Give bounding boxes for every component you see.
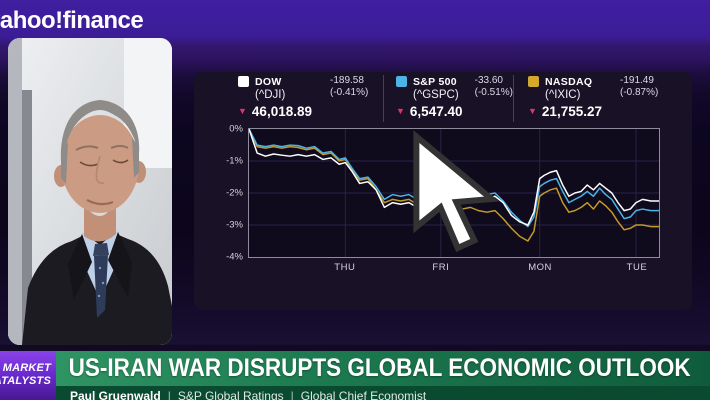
sp500-change: -33.60 (474, 75, 503, 86)
quote-nasdaq: NASDAQ (^IXIC) ▼ 21,755.27 -191.49 (-0.8… (513, 75, 658, 122)
closed-eye-right (112, 159, 129, 164)
speaker-portrait (8, 38, 172, 345)
headline-bar: US-IRAN WAR DISRUPTS GLOBAL ECONOMIC OUT… (56, 351, 710, 386)
show-badge-text: MARKET CATALYSTS (0, 362, 51, 387)
mouse-cursor-icon (413, 130, 500, 252)
dow-color-swatch (238, 76, 249, 87)
mouth (86, 199, 114, 206)
x-axis-tick: TUE (626, 262, 648, 273)
guest-title: Global Chief Economist (300, 389, 427, 400)
down-arrow-icon: ▼ (528, 105, 537, 116)
nasdaq-value: 21,755.27 (541, 103, 602, 119)
nasdaq-color-swatch (528, 76, 539, 87)
x-axis-tick: THU (334, 262, 356, 273)
sp500-symbol: (^GSPC) (413, 89, 459, 101)
y-axis-tick: -2% (226, 187, 243, 199)
guest-info-bar: Paul Gruenwald | S&P Global Ratings | Global… (56, 386, 710, 400)
y-axis-tick: 0% (229, 123, 243, 135)
lower-third: MARKET CATALYSTS US-IRAN WAR DISRUPTS GL… (0, 345, 710, 400)
y-axis-tick: -1% (226, 155, 243, 167)
speaker-video-frame[interactable] (8, 38, 172, 345)
y-axis-tick: -3% (226, 219, 243, 231)
face (61, 115, 139, 213)
x-axis: THU FRI MON TUE (248, 262, 660, 274)
sp500-value: 6,547.40 (409, 103, 463, 119)
down-arrow-icon: ▼ (396, 105, 405, 116)
quote-sp500: S&P 500 (^GSPC) ▼ 6,547.40 -33.60 (-0.51… (383, 75, 513, 122)
nasdaq-name: NASDAQ (545, 75, 593, 88)
tie-knot (93, 243, 109, 256)
dow-change-pct: (-0.41%) (330, 87, 369, 98)
x-axis-tick: FRI (432, 262, 450, 273)
dow-name: DOW (255, 75, 282, 88)
quotes-legend: DOW (^DJI) ▼ 46,018.89 -189.58 (-0.41%) (194, 72, 692, 122)
show-badge: MARKET CATALYSTS (0, 351, 56, 400)
price-chart-plot[interactable]: 0% -1% -2% -3% -4% (226, 124, 660, 263)
nasdaq-change-pct: (-0.87%) (620, 87, 659, 98)
headline: US-IRAN WAR DISRUPTS GLOBAL ECONOMIC OUT… (68, 354, 691, 382)
guest-org: S&P Global Ratings (177, 389, 284, 400)
guest-name: Paul Gruenwald (70, 389, 161, 400)
hair (60, 100, 140, 162)
yahoo-finance-logo: yahoo!finance (0, 7, 144, 34)
guest-info: Paul Gruenwald | S&P Global Ratings | Global… (56, 386, 710, 400)
market-chart-panel: DOW (^DJI) ▼ 46,018.89 -189.58 (-0.41%) (194, 72, 692, 310)
sp500-name: S&P 500 (413, 75, 457, 88)
series-line-nasdaq (249, 129, 659, 242)
nasdaq-change: -191.49 (620, 75, 654, 86)
dow-symbol: (^DJI) (255, 89, 286, 101)
quote-dow: DOW (^DJI) ▼ 46,018.89 -189.58 (-0.41%) (238, 75, 383, 122)
neck (84, 200, 116, 242)
dow-change: -189.58 (330, 75, 364, 86)
nasdaq-symbol: (^IXIC) (545, 89, 581, 101)
y-axis-tick: -4% (226, 251, 243, 263)
closed-eye-left (79, 161, 99, 167)
down-arrow-icon: ▼ (238, 105, 247, 116)
x-axis-tick: MON (528, 262, 552, 273)
tie (94, 255, 108, 318)
sp500-change-pct: (-0.51%) (474, 87, 513, 98)
sp500-color-swatch (396, 76, 407, 87)
dow-value: 46,018.89 (251, 103, 312, 119)
window-frame (8, 38, 22, 345)
